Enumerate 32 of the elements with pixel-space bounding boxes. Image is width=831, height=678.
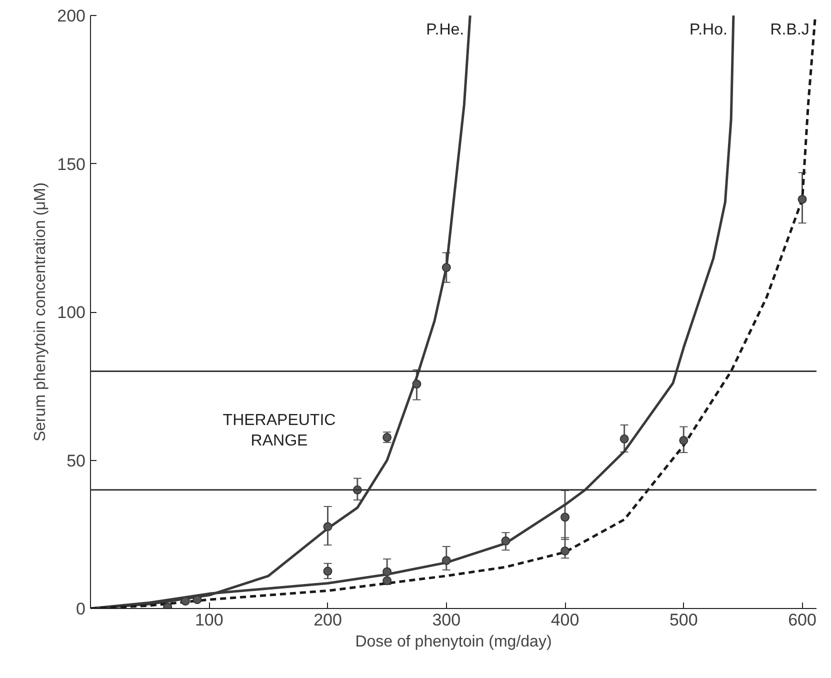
point — [442, 263, 451, 272]
point — [679, 436, 688, 445]
point — [442, 556, 451, 565]
y-tick-label: 200 — [57, 6, 86, 26]
y-tick-label: 100 — [57, 303, 86, 322]
x-tick-label: 300 — [432, 610, 461, 630]
point — [382, 567, 392, 576]
point — [501, 536, 510, 546]
x-tick-label: 500 — [669, 610, 698, 630]
point — [180, 596, 190, 606]
series-label: R.B.J — [770, 22, 810, 38]
point — [798, 194, 807, 204]
point — [620, 434, 629, 444]
point — [192, 595, 202, 604]
x-tick-label: 100 — [194, 610, 224, 630]
x-tick-label: 600 — [788, 610, 816, 630]
point — [412, 380, 422, 389]
series-label: P.Ho. — [690, 22, 728, 38]
point — [323, 566, 332, 576]
x-tick-label: 200 — [314, 610, 342, 630]
y-axis-title: Serum phenytoin concentration (μM) — [32, 182, 50, 442]
point — [560, 546, 570, 556]
point — [382, 576, 392, 586]
y-tick-label: 50 — [66, 451, 86, 470]
annotation: THERAPEUTIC RANGE — [222, 412, 336, 450]
x-axis-title: Dose of phenytoin (mg/day) — [355, 634, 552, 650]
point — [323, 522, 332, 532]
point — [560, 512, 570, 522]
x-tick-label: 400 — [550, 610, 580, 630]
series-label: P.He. — [426, 22, 464, 38]
y-tick-label: 0 — [76, 600, 86, 618]
y-tick-label: 150 — [57, 154, 86, 174]
